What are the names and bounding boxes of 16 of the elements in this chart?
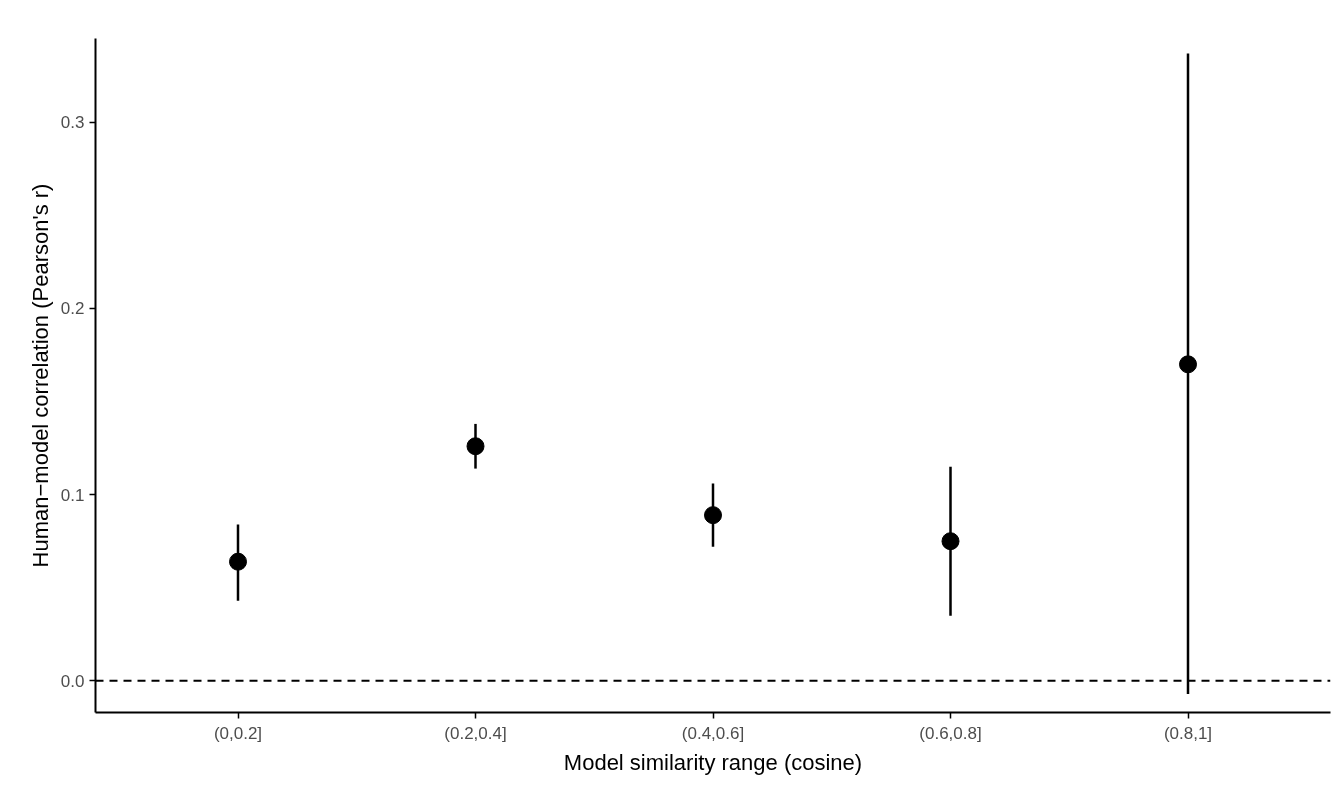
point (704, 506, 722, 525)
point (466, 437, 485, 456)
x-tick-label: (0,0.2] (213, 723, 263, 743)
y-tick-label: 0.0 (60, 671, 85, 691)
point (941, 532, 960, 551)
x-tick-label: (0.4,0.6] (681, 723, 745, 743)
y-tick-label: 0.3 (60, 113, 85, 133)
point (1179, 355, 1197, 374)
y-axis-title: Human−model correlation (Pearson's r) (27, 183, 53, 568)
x-tick-label: (0.6,0.8] (919, 723, 982, 743)
x-axis-title: Model similarity range (cosine) (563, 749, 863, 775)
y-tick-label: 0.2 (60, 299, 85, 319)
x-tick-label: (0.8,1] (1163, 723, 1213, 743)
y-tick-label: 0.1 (60, 485, 85, 505)
x-tick-label: (0.2,0.4] (444, 723, 507, 743)
point (229, 552, 247, 571)
